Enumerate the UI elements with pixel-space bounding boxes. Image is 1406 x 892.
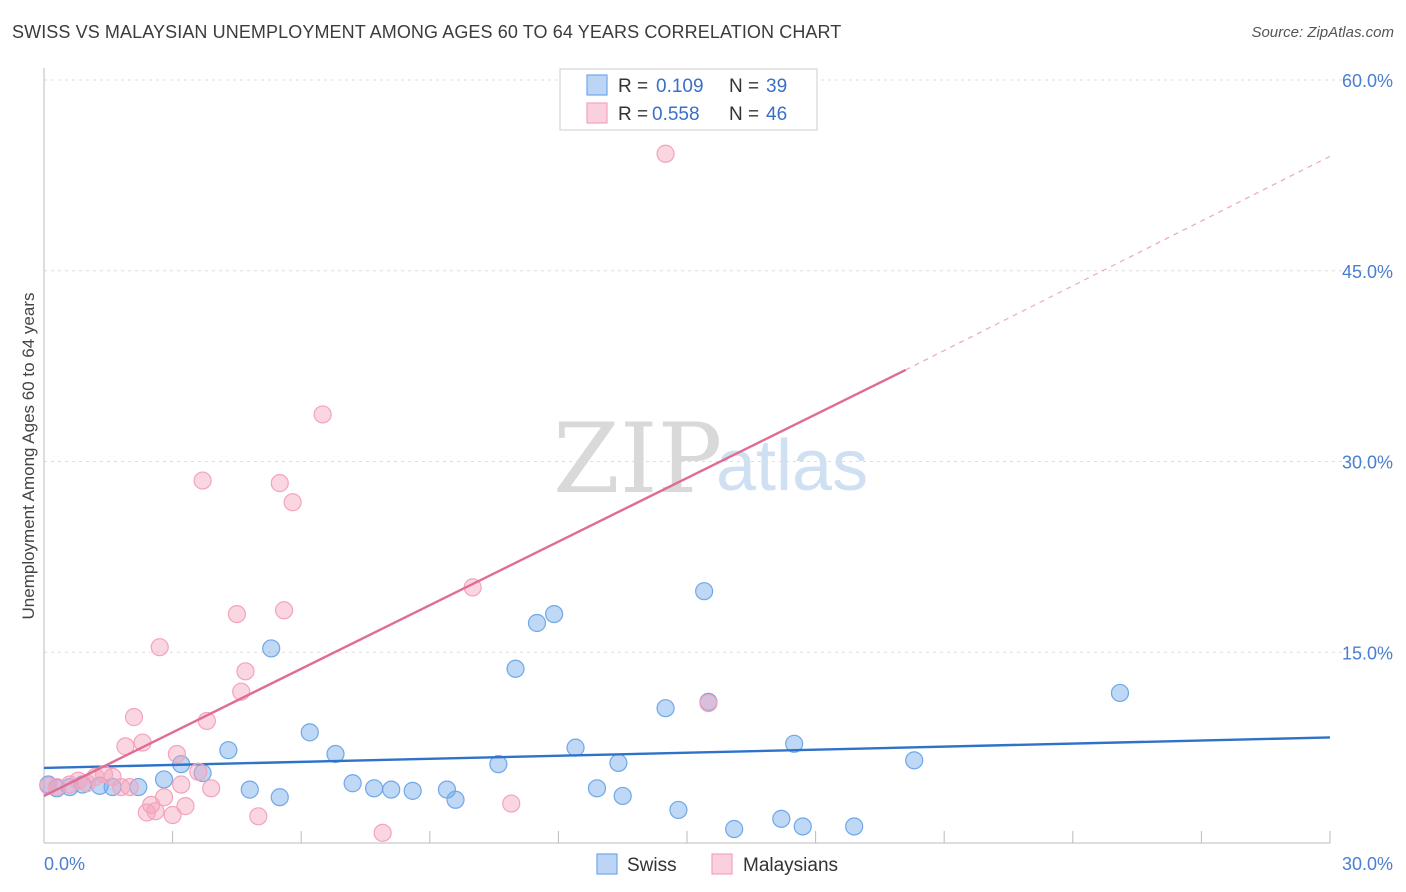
point-swiss-22 — [489, 755, 508, 774]
y-tick-label-15: 15.0% — [1342, 643, 1393, 663]
legend-n-label-malaysians: N = — [729, 104, 759, 125]
point-swiss-17 — [364, 779, 384, 798]
point-swiss-29 — [613, 786, 632, 806]
point-swiss-12 — [270, 788, 289, 807]
point-swiss-28 — [609, 753, 628, 772]
point-swiss-10 — [219, 741, 238, 760]
series-legend: Swiss Malaysians — [596, 853, 838, 876]
point-swiss-18 — [382, 780, 401, 799]
trendline-swiss — [43, 736, 1331, 770]
watermark-zip: ZIP — [553, 403, 722, 515]
point-malaysians-25 — [202, 779, 221, 798]
bottom-legend-swatch-swiss — [596, 853, 618, 875]
legend-r-value-malaysians: 0.558 — [652, 104, 700, 125]
y-tick-label-60: 60.0% — [1342, 71, 1393, 91]
gridlines — [44, 79, 1393, 653]
x-ticks — [43, 831, 1331, 843]
point-malaysians-29 — [249, 807, 268, 826]
bottom-legend-swatch-malaysians — [711, 853, 733, 875]
point-swiss-34 — [725, 819, 744, 839]
point-swiss-37 — [793, 817, 812, 836]
point-swiss-23 — [527, 613, 547, 633]
point-swiss-32 — [695, 582, 714, 601]
point-swiss-38 — [845, 817, 864, 836]
watermark-atlas: atlas — [716, 426, 868, 506]
point-swiss-40 — [1110, 683, 1130, 703]
point-malaysians-18 — [163, 805, 182, 825]
bottom-legend-label-malaysians: Malaysians — [743, 855, 838, 876]
point-swiss-7 — [154, 770, 174, 789]
y-tick-label-45: 45.0% — [1342, 262, 1393, 282]
point-malaysians-16 — [150, 638, 169, 657]
point-malaysians-19 — [167, 744, 186, 764]
point-swiss-14 — [300, 723, 319, 742]
point-swiss-11 — [240, 780, 259, 799]
legend-r-label-swiss: R = — [618, 76, 648, 97]
point-malaysians-30 — [270, 474, 289, 493]
point-swiss-13 — [262, 639, 281, 658]
point-malaysians-17 — [154, 788, 174, 807]
point-swiss-35 — [772, 809, 791, 828]
legend-n-value-swiss: 39 — [766, 76, 787, 97]
bottom-legend-label-swiss: Swiss — [627, 855, 677, 876]
point-swiss-25 — [506, 659, 525, 678]
legend-n-value-malaysians: 46 — [766, 104, 787, 125]
point-malaysians-9 — [120, 777, 139, 797]
trendline-malaysians — [43, 368, 907, 798]
point-swiss-31 — [669, 800, 688, 820]
y-tick-label-30: 30.0% — [1342, 453, 1393, 473]
point-swiss-24 — [545, 604, 564, 624]
point-swiss-36 — [785, 734, 804, 753]
point-malaysians-20 — [172, 775, 191, 794]
source-credit: Source: ZipAtlas.com — [1251, 24, 1394, 41]
point-malaysians-23 — [193, 471, 212, 490]
x-tick-label-min: 0.0% — [44, 854, 85, 874]
point-malaysians-21 — [176, 797, 195, 816]
point-swiss-30 — [656, 699, 675, 718]
legend-swatch-swiss — [586, 74, 608, 96]
point-malaysians-15 — [146, 802, 165, 821]
point-malaysians-32 — [283, 493, 302, 512]
trendline-extension-malaysians — [905, 155, 1331, 371]
legend-swatch-malaysians — [586, 102, 608, 124]
series-malaysians — [39, 144, 1331, 842]
stats-legend: R = 0.109 N = 39 R = 0.558 N = 46 — [559, 68, 818, 131]
watermark: ZIP atlas — [553, 403, 868, 515]
point-swiss-19 — [403, 781, 422, 800]
point-malaysians-31 — [274, 601, 294, 620]
x-tick-label-max: 30.0% — [1342, 854, 1393, 874]
point-swiss-27 — [587, 779, 607, 798]
point-swiss-16 — [343, 774, 362, 793]
point-malaysians-34 — [373, 823, 392, 842]
point-swiss-26 — [566, 738, 585, 757]
point-malaysians-26 — [227, 604, 246, 624]
point-malaysians-37 — [656, 144, 675, 163]
point-malaysians-11 — [124, 708, 144, 727]
y-axis-title: Unemployment Among Ages 60 to 64 years — [19, 293, 38, 620]
legend-r-value-swiss: 0.109 — [656, 76, 704, 97]
chart-title: SWISS VS MALAYSIAN UNEMPLOYMENT AMONG AG… — [12, 22, 842, 42]
series-layer — [39, 144, 1331, 842]
point-malaysians-38 — [699, 694, 718, 713]
point-swiss-15 — [326, 744, 345, 764]
point-swiss-21 — [446, 790, 465, 809]
point-malaysians-28 — [236, 662, 255, 681]
legend-n-label-swiss: N = — [729, 76, 759, 97]
legend-r-label-malaysians: R = — [618, 104, 648, 125]
point-malaysians-33 — [313, 405, 332, 424]
point-swiss-39 — [905, 751, 924, 770]
y-tick-labels: 15.0% 30.0% 45.0% 60.0% — [1342, 71, 1393, 663]
point-malaysians-22 — [189, 762, 208, 781]
point-malaysians-36 — [502, 794, 521, 813]
